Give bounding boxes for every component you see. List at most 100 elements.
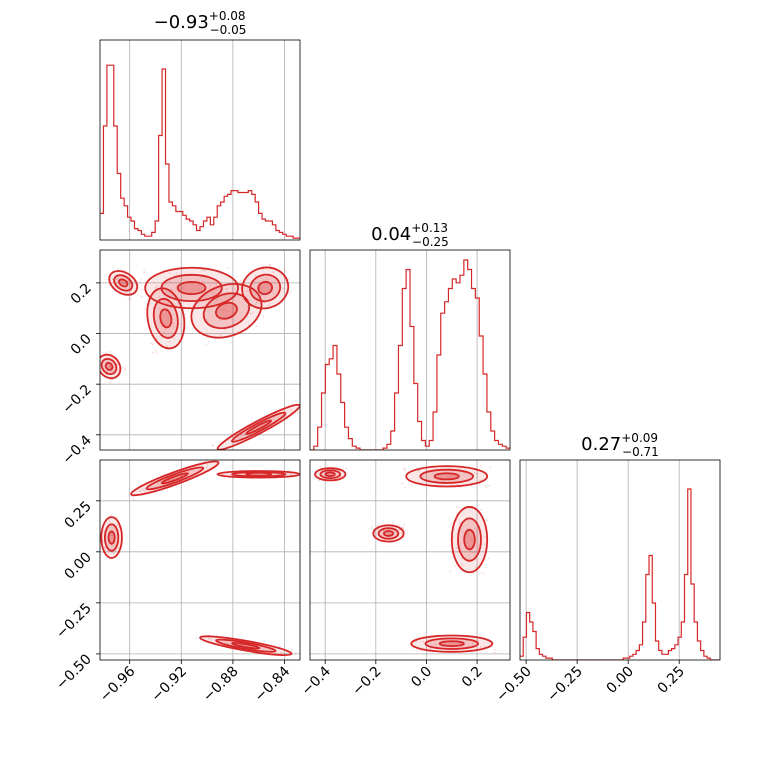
- density-contour: [257, 280, 273, 296]
- hist-step-line: [310, 259, 510, 450]
- sample-point: [96, 362, 98, 364]
- sample-point: [269, 263, 271, 266]
- sample-point: [153, 291, 155, 294]
- sample-point: [103, 546, 106, 549]
- sample-point: [157, 285, 159, 287]
- sample-point: [261, 269, 264, 271]
- sample-point: [450, 523, 453, 526]
- density-contour: [433, 472, 460, 481]
- sample-point: [184, 313, 187, 315]
- sample-point: [254, 274, 256, 277]
- pair-panel-1-2: −0.4 −0.2 0.0 0.2: [299, 459, 511, 699]
- sample-point: [175, 272, 178, 275]
- pair-contents: [96, 263, 300, 450]
- sample-point: [97, 367, 99, 369]
- sample-point: [113, 366, 116, 369]
- sample-point: [174, 308, 177, 311]
- sample-point: [139, 282, 141, 284]
- sample-point: [263, 301, 266, 304]
- sample-point: [318, 479, 321, 482]
- sample-point: [290, 291, 292, 293]
- sample-point: [255, 301, 258, 304]
- sample-point: [127, 495, 129, 497]
- sample-point: [138, 490, 141, 492]
- sample-point: [205, 466, 208, 469]
- sample-point: [169, 281, 172, 283]
- sample-point: [110, 534, 113, 537]
- pair-contents: [313, 465, 497, 654]
- sample-point: [109, 381, 111, 384]
- sample-point: [155, 349, 157, 352]
- sample-point: [107, 550, 110, 553]
- sample-point: [471, 551, 474, 554]
- sample-point: [226, 299, 229, 302]
- sample-point: [472, 572, 474, 574]
- sample-point: [129, 298, 131, 301]
- sample-point: [484, 645, 486, 648]
- sample-point: [434, 643, 437, 646]
- sample-point: [106, 370, 108, 372]
- sample-point: [205, 344, 208, 346]
- sample-point: [472, 642, 474, 645]
- sample-point: [459, 521, 462, 524]
- sample-point: [225, 287, 228, 290]
- sample-point: [150, 342, 152, 345]
- sample-point: [158, 306, 161, 309]
- sample-point: [279, 645, 281, 648]
- density-contour: [463, 528, 476, 551]
- sample-point: [143, 272, 146, 274]
- y-tick-label: 0.00: [61, 549, 94, 582]
- x-tick-label: −0.88: [200, 664, 242, 706]
- title-param-2-minus: −0.71: [622, 445, 659, 459]
- sample-point: [283, 267, 286, 270]
- hist-step-line: [520, 488, 720, 660]
- y-tick-label: 0.2: [68, 280, 95, 307]
- sample-point: [449, 475, 452, 478]
- sample-point: [113, 552, 115, 554]
- title-param-0-median: −0.93: [154, 12, 209, 33]
- hist-panel-0: [99, 39, 301, 241]
- sample-point: [124, 368, 127, 371]
- sample-point: [113, 285, 116, 288]
- pair-contents: [100, 460, 300, 657]
- sample-point: [489, 466, 492, 468]
- sample-point: [114, 545, 116, 547]
- sample-point: [291, 411, 293, 413]
- sample-point: [224, 329, 226, 331]
- sample-point: [152, 343, 154, 346]
- sample-point: [216, 299, 218, 301]
- sample-point: [144, 491, 146, 493]
- sample-point: [121, 366, 124, 369]
- sample-point: [111, 533, 113, 536]
- sample-point: [127, 279, 129, 282]
- axes-frame: [99, 39, 301, 241]
- sample-point: [403, 468, 406, 470]
- title-param-0: −0.93+0.08 −0.05: [154, 9, 247, 37]
- sample-point: [454, 564, 456, 567]
- sample-point: [123, 368, 126, 370]
- sample-point: [103, 546, 106, 549]
- sample-point: [186, 309, 189, 312]
- density-contour: [377, 527, 400, 540]
- sample-point: [455, 505, 458, 508]
- sample-point: [486, 519, 488, 522]
- y-tick-label: −0.25: [53, 600, 95, 642]
- sample-point: [403, 467, 406, 469]
- sample-point: [291, 649, 293, 651]
- sample-point: [172, 322, 175, 324]
- density-contour: [118, 278, 129, 288]
- sample-point: [141, 488, 144, 491]
- sample-point: [465, 533, 468, 536]
- sample-point: [211, 444, 214, 447]
- sample-point: [487, 557, 490, 560]
- sample-point: [108, 521, 111, 523]
- sample-point: [210, 638, 212, 641]
- sample-point: [282, 287, 285, 290]
- sample-point: [249, 299, 251, 302]
- sample-point: [219, 441, 221, 443]
- sample-point: [127, 297, 130, 300]
- density-contour: [245, 419, 272, 435]
- sample-point: [239, 284, 241, 287]
- sample-point: [404, 469, 407, 472]
